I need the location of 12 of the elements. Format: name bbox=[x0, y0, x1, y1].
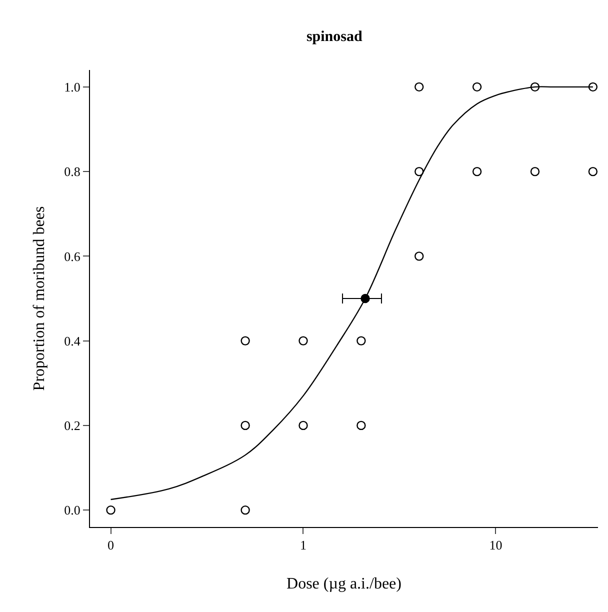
y-tick-label: 0.0 bbox=[64, 502, 80, 518]
chart-title: spinosad bbox=[306, 29, 363, 46]
x-tick-label: 10 bbox=[489, 538, 502, 553]
y-tick-label: 0.6 bbox=[64, 248, 81, 264]
x-axis-title: Dose (µg a.i./bee) bbox=[286, 575, 402, 592]
x-tick-label: 1 bbox=[300, 538, 306, 553]
y-tick-label: 0.4 bbox=[64, 333, 81, 348]
y-axis-title: Proportion of moribund bees bbox=[31, 206, 48, 391]
y-tick-label: 0.8 bbox=[64, 164, 80, 180]
x-tick-label: 0 bbox=[108, 538, 114, 553]
y-tick-label: 0.2 bbox=[64, 418, 80, 433]
y-tick-label: 1.0 bbox=[64, 79, 80, 94]
